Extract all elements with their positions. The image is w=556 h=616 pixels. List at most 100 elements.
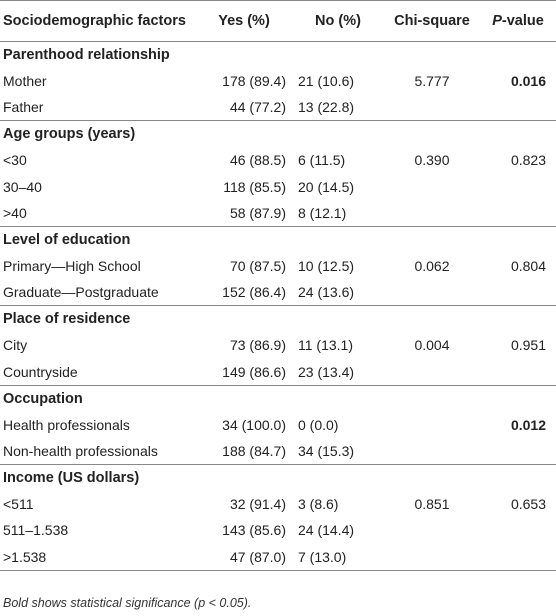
group-row-parenthood: Parenthood relationship xyxy=(0,42,556,69)
table-row: Countryside 149 (86.6) 23 (13.4) xyxy=(0,359,556,386)
row-label: Graduate—Postgraduate xyxy=(3,284,159,301)
table-row: <30 46 (88.5) 6 (11.5) 0.390 0.823 xyxy=(0,147,556,173)
table-header: Sociodemographic factors Yes (%) No (%) … xyxy=(0,0,556,42)
no-cell: 23 (13.4) xyxy=(298,363,355,380)
header-factor: Sociodemographic factors xyxy=(0,0,196,42)
row-label: City xyxy=(3,337,28,354)
group-title: Parenthood relationship xyxy=(3,47,170,63)
chi-cell: 0.004 xyxy=(414,337,450,354)
group-row-occupation: Occupation xyxy=(0,384,556,412)
yes-cell: 70 (87.5) xyxy=(229,258,286,275)
yes-cell: 149 (86.6) xyxy=(222,363,286,380)
no-cell: 7 (13.0) xyxy=(292,543,384,571)
table-body: Parenthood relationship Mother 178 (89.4… xyxy=(0,42,556,571)
header-chi-square: Chi-square xyxy=(384,0,480,42)
yes-cell: 118 (85.5) xyxy=(223,178,286,195)
yes-cell: 188 (84.7) xyxy=(222,442,286,459)
yes-cell: 34 (100.0) xyxy=(222,416,286,433)
yes-cell: 46 (88.5) xyxy=(229,152,286,169)
no-cell: 11 (13.1) xyxy=(298,337,353,354)
table-row: City 73 (86.9) 11 (13.1) 0.004 0.951 xyxy=(0,332,556,358)
p-cell: 0.951 xyxy=(510,337,546,354)
row-label: 30–40 xyxy=(3,178,42,195)
chi-cell xyxy=(384,543,480,571)
row-label: >1.538 xyxy=(0,543,196,571)
yes-cell: 47 (87.0) xyxy=(196,543,292,571)
chi-cell: 0.062 xyxy=(414,258,450,275)
table-row: 30–40 118 (85.5) 20 (14.5) xyxy=(0,174,556,200)
table-row: >1.538 47 (87.0) 7 (13.0) xyxy=(0,543,556,571)
row-label: Father xyxy=(3,99,44,116)
p-cell: 0.823 xyxy=(510,152,546,169)
header-row: Sociodemographic factors Yes (%) No (%) … xyxy=(0,0,556,42)
no-cell: 13 (22.8) xyxy=(298,99,355,116)
yes-cell: 152 (86.4) xyxy=(222,284,286,301)
chi-cell: 0.390 xyxy=(414,152,450,169)
table-row: Health professionals 34 (100.0) 0 (0.0) … xyxy=(0,412,556,438)
yes-cell: 44 (77.2) xyxy=(229,99,286,116)
p-cell xyxy=(480,438,556,465)
no-cell: 3 (8.6) xyxy=(298,496,339,513)
chi-cell xyxy=(384,517,480,543)
group-row-education: Level of education xyxy=(0,225,556,253)
no-cell: 6 (11.5) xyxy=(298,152,346,169)
p-cell-significant: 0.016 xyxy=(510,73,546,90)
group-title: Occupation xyxy=(0,384,556,412)
header-p-letter: P xyxy=(492,13,502,29)
no-cell: 10 (12.5) xyxy=(298,258,355,275)
chi-cell xyxy=(384,94,480,121)
table-row: >40 58 (87.9) 8 (12.1) xyxy=(0,200,556,227)
p-cell xyxy=(480,94,556,121)
group-row-income: Income (US dollars) xyxy=(0,464,556,492)
table-row: Father 44 (77.2) 13 (22.8) xyxy=(0,94,556,121)
table-row: 511–1.538 143 (85.6) 24 (14.4) xyxy=(0,517,556,543)
header-p-suffix: -value xyxy=(501,13,544,29)
no-cell: 34 (15.3) xyxy=(298,442,355,459)
row-label: Mother xyxy=(3,73,47,90)
chi-cell xyxy=(384,279,480,306)
no-cell: 24 (13.6) xyxy=(298,284,355,301)
header-p-value: P-value xyxy=(480,0,556,42)
row-label: Primary—High School xyxy=(3,258,141,275)
yes-cell: 73 (86.9) xyxy=(229,337,286,354)
yes-cell: 143 (85.6) xyxy=(222,522,286,539)
table-row: Non-health professionals 188 (84.7) 34 (… xyxy=(0,438,556,465)
p-cell-significant: 0.012 xyxy=(510,416,546,433)
p-cell xyxy=(480,279,556,306)
chi-cell xyxy=(384,438,480,465)
yes-cell: 178 (89.4) xyxy=(222,73,286,90)
group-title: Place of residence xyxy=(0,305,556,333)
group-row-age: Age groups (years) xyxy=(0,120,556,148)
header-yes: Yes (%) xyxy=(196,0,292,42)
p-cell xyxy=(480,200,556,227)
p-cell xyxy=(480,174,556,200)
table-row: Primary—High School 70 (87.5) 10 (12.5) … xyxy=(0,253,556,279)
group-title: Age groups (years) xyxy=(0,120,556,148)
chi-cell xyxy=(384,412,480,438)
group-title: Level of education xyxy=(0,225,556,253)
p-cell: 0.804 xyxy=(510,258,546,275)
row-label: <511 xyxy=(3,496,34,513)
table-row: Mother 178 (89.4) 21 (10.6) 5.777 0.016 xyxy=(0,68,556,94)
row-label: Non-health professionals xyxy=(3,442,158,459)
p-cell xyxy=(480,517,556,543)
no-cell: 24 (14.4) xyxy=(298,522,355,539)
yes-cell: 32 (91.4) xyxy=(229,496,286,513)
p-cell: 0.653 xyxy=(510,496,546,513)
row-label: Health professionals xyxy=(3,416,130,433)
row-label: 511–1.538 xyxy=(3,522,69,539)
table-row: Graduate—Postgraduate 152 (86.4) 24 (13.… xyxy=(0,279,556,306)
table-row: <511 32 (91.4) 3 (8.6) 0.851 0.653 xyxy=(0,491,556,517)
p-cell xyxy=(480,543,556,571)
yes-cell: 58 (87.9) xyxy=(229,204,286,221)
no-cell: 8 (12.1) xyxy=(298,204,347,221)
no-cell: 0 (0.0) xyxy=(298,416,339,433)
p-cell xyxy=(480,359,556,386)
chi-cell xyxy=(384,359,480,386)
header-no: No (%) xyxy=(292,0,384,42)
group-title: Income (US dollars) xyxy=(0,464,556,492)
chi-cell: 0.851 xyxy=(414,496,450,513)
row-label: >40 xyxy=(3,204,27,221)
no-cell: 20 (14.5) xyxy=(298,178,355,195)
